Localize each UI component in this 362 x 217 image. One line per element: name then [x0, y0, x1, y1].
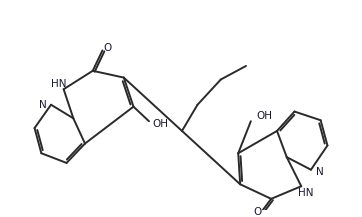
Text: OH: OH [153, 119, 169, 129]
Text: O: O [253, 207, 262, 217]
Text: O: O [103, 43, 111, 54]
Text: HN: HN [51, 79, 67, 89]
Text: OH: OH [256, 111, 273, 121]
Text: N: N [316, 167, 324, 177]
Text: HN: HN [298, 188, 314, 198]
Text: N: N [39, 100, 47, 110]
